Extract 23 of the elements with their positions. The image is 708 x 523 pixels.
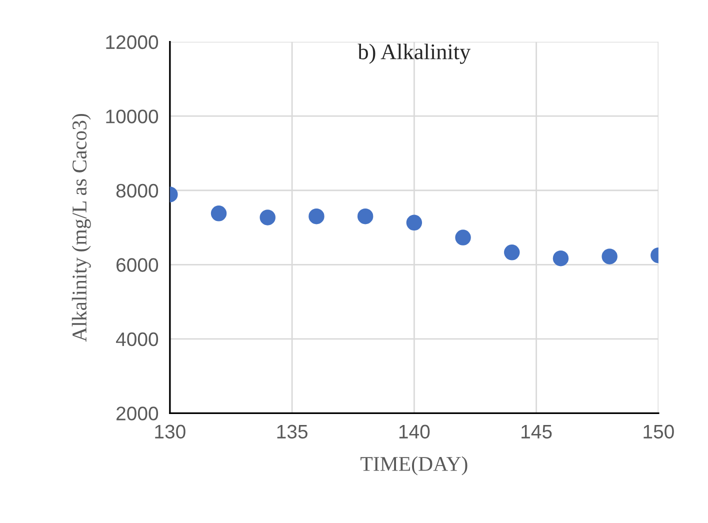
x-tick-label: 150	[644, 424, 674, 439]
y-axis-title: Alkalinity (mg/L as Caco3)	[72, 114, 91, 342]
chart-title: b) Alkalinity	[358, 44, 471, 64]
point	[455, 230, 471, 246]
x-axis-title: TIME(DAY)	[360, 456, 468, 476]
point	[552, 250, 569, 266]
x-tick-label: 140	[399, 424, 430, 439]
y-tick-label: 4000	[116, 332, 158, 346]
x-tick-label: 130	[155, 424, 186, 439]
x-tick-label: 145	[522, 424, 552, 439]
point	[260, 210, 276, 226]
point	[406, 214, 422, 231]
y-tick-label: 2000	[116, 406, 158, 420]
point	[308, 208, 324, 224]
y-tick-label: 10000	[106, 110, 158, 124]
y-tick-label: 6000	[116, 258, 158, 272]
point	[602, 248, 618, 264]
point	[210, 206, 227, 222]
x-tick-label: 135	[277, 424, 308, 439]
y-tick-label: 8000	[116, 184, 158, 198]
point	[357, 208, 374, 224]
point	[504, 244, 520, 260]
y-tick-label: 12000	[106, 35, 158, 50]
